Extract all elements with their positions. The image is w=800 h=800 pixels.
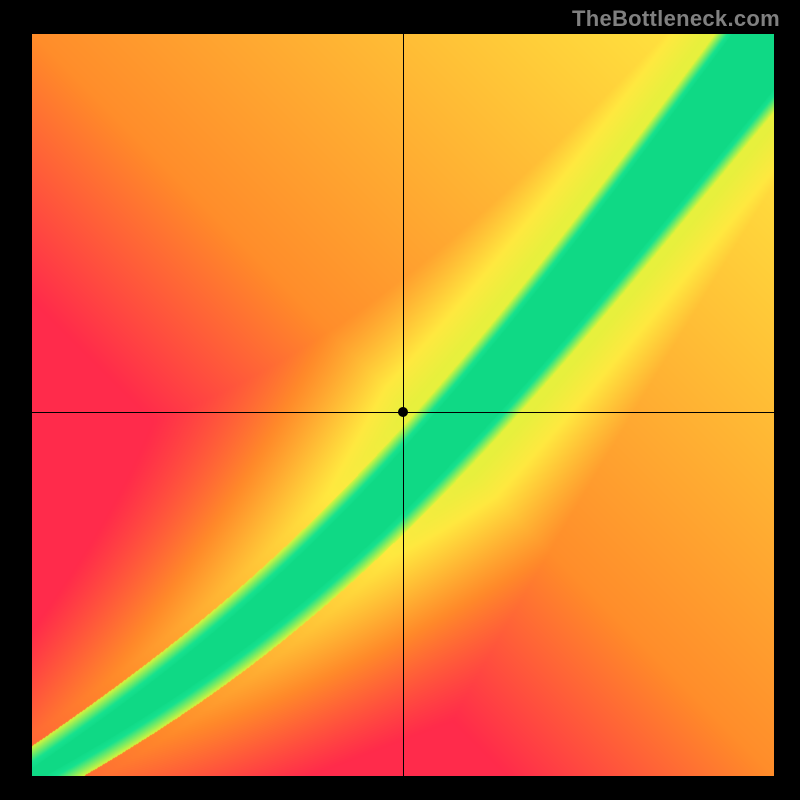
crosshair-vertical (403, 34, 404, 776)
heatmap-plot (32, 34, 774, 776)
watermark-text: TheBottleneck.com (572, 6, 780, 32)
